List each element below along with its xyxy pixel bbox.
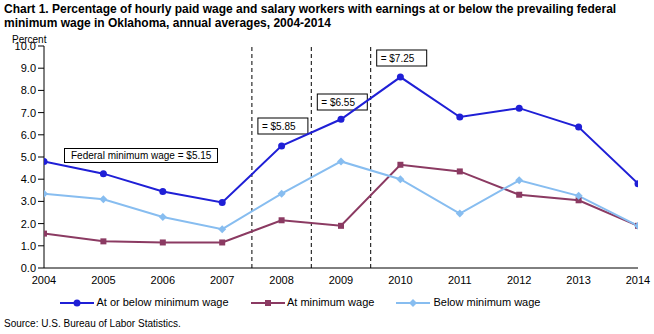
svg-text:2014: 2014: [626, 274, 646, 286]
svg-text:8.0: 8.0: [21, 84, 36, 96]
svg-text:= $5.85: = $5.85: [262, 121, 296, 132]
svg-text:3.0: 3.0: [21, 195, 36, 207]
svg-text:= $6.55: = $6.55: [321, 97, 355, 108]
svg-text:2009: 2009: [329, 274, 353, 286]
svg-text:2005: 2005: [91, 274, 115, 286]
svg-text:2004: 2004: [32, 274, 56, 286]
svg-text:2011: 2011: [448, 274, 472, 286]
svg-text:6.0: 6.0: [21, 129, 36, 141]
svg-text:2012: 2012: [507, 274, 531, 286]
svg-text:5.0: 5.0: [21, 151, 36, 163]
svg-text:2008: 2008: [269, 274, 293, 286]
svg-text:2013: 2013: [566, 274, 590, 286]
svg-text:2.0: 2.0: [21, 218, 36, 230]
svg-text:10.0: 10.0: [15, 40, 36, 52]
svg-text:4.0: 4.0: [21, 173, 36, 185]
svg-text:2010: 2010: [388, 274, 412, 286]
svg-text:= $7.25: = $7.25: [381, 53, 415, 64]
svg-text:2006: 2006: [151, 274, 175, 286]
svg-text:1.0: 1.0: [21, 240, 36, 252]
svg-text:9.0: 9.0: [21, 62, 36, 74]
svg-text:2007: 2007: [210, 274, 234, 286]
svg-text:0.0: 0.0: [21, 262, 36, 274]
svg-text:7.0: 7.0: [21, 107, 36, 119]
